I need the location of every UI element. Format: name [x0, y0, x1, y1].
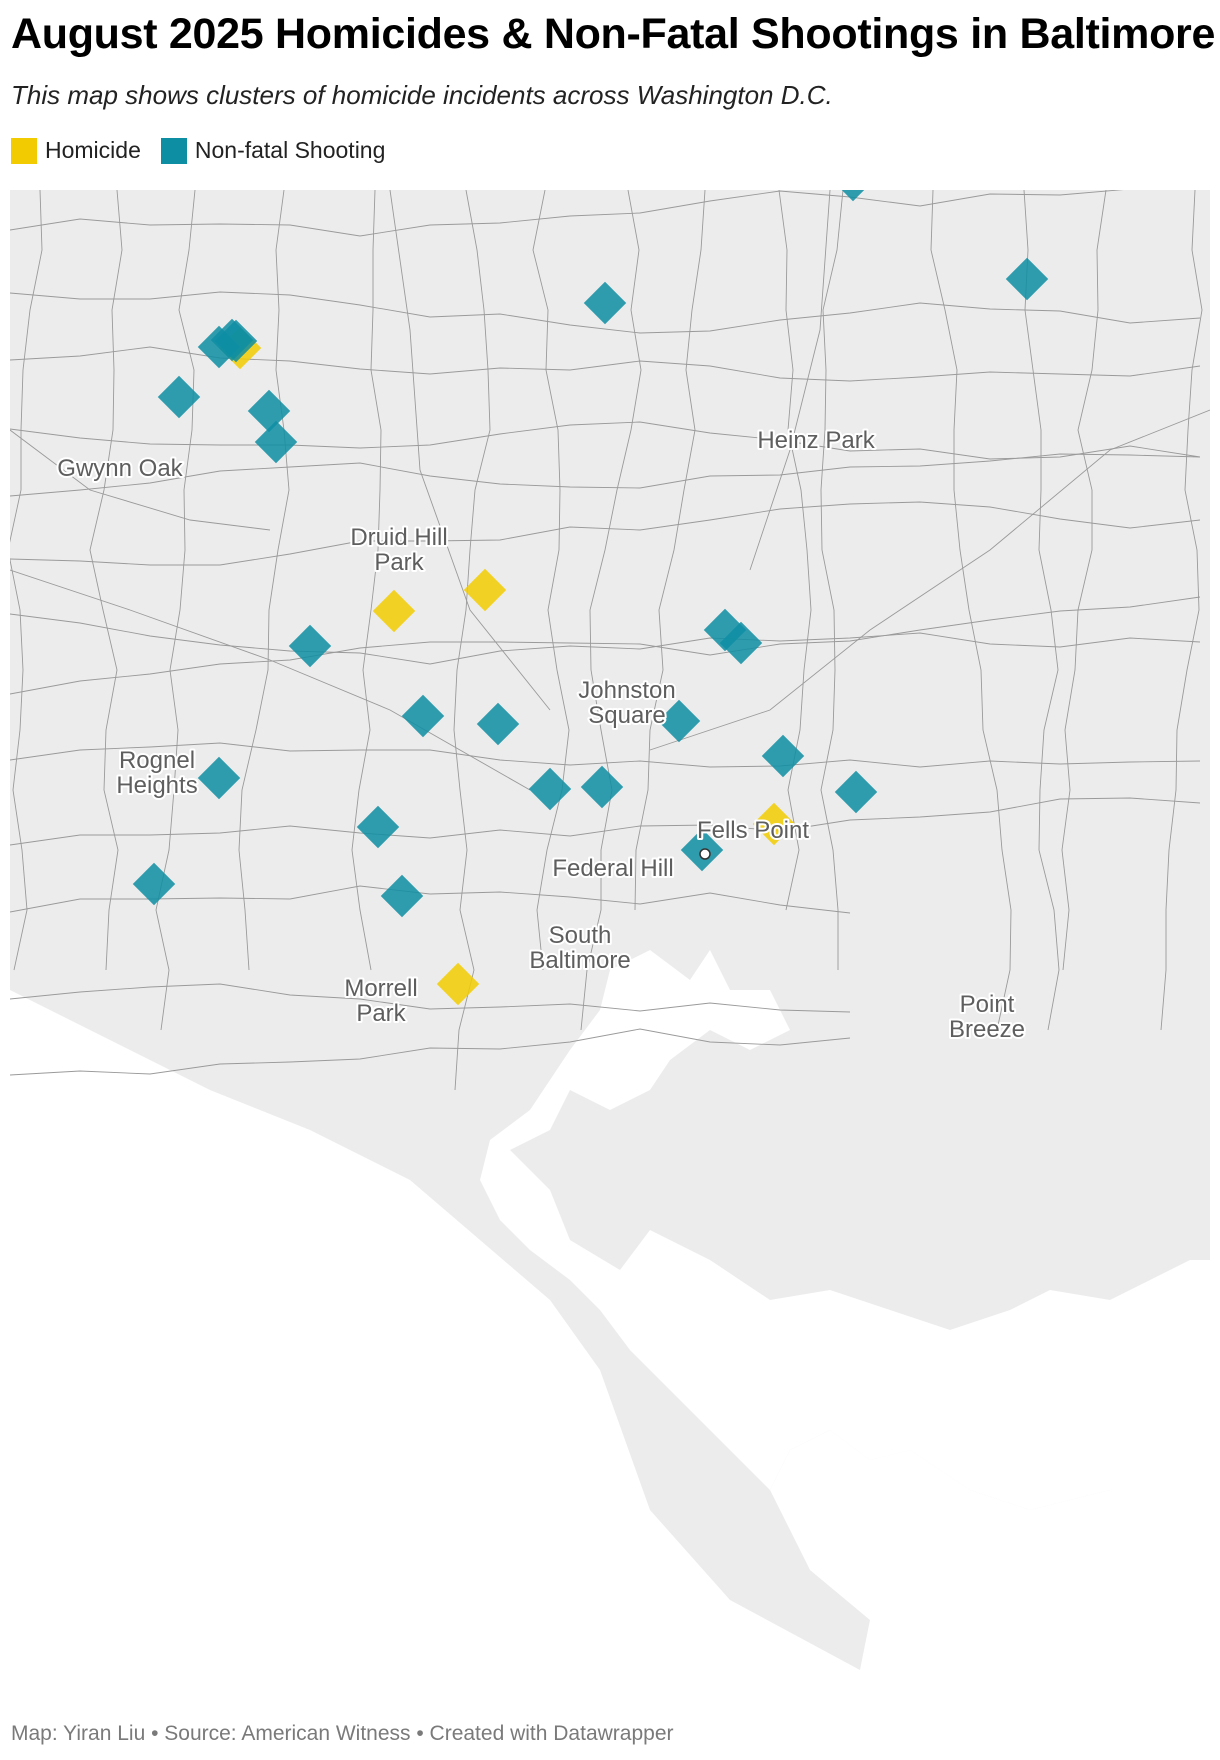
harbor-water — [480, 950, 1210, 1510]
boundary-line — [10, 291, 1201, 334]
boundary-line — [649, 409, 1210, 751]
shooting-marker[interactable] — [254, 420, 298, 464]
boundary-line — [778, 190, 812, 911]
credits-footer: Map: Yiran Liu • Source: American Witnes… — [11, 1722, 674, 1745]
place-label-line: Park — [374, 549, 424, 576]
shooting-swatch — [160, 137, 187, 164]
boundary-line — [10, 569, 531, 791]
place-label-line: Breeze — [949, 1016, 1025, 1043]
place-label-line: Gwynn Oak — [57, 455, 183, 482]
boundary-line — [1023, 190, 1060, 1031]
boundary-line — [10, 190, 43, 971]
place-label-rognel-heights: Rognel Heights — [116, 747, 197, 799]
boundary-line — [580, 190, 642, 1031]
boundary-line — [10, 613, 1201, 665]
place-label-gwynn-oak: Gwynn Oak — [57, 455, 183, 482]
boundary-line — [1160, 190, 1203, 1031]
homicide-swatch — [11, 137, 37, 164]
boundary-line — [389, 190, 551, 711]
boundary-line — [10, 596, 1201, 695]
legend-label-homicide: Homicide — [45, 137, 141, 163]
place-label-fells-point: Fells Point — [697, 817, 809, 844]
boundary-line — [10, 797, 1201, 846]
place-label-line: Park — [356, 1000, 406, 1027]
legend-label-shooting: Non-fatal Shooting — [194, 137, 386, 163]
patapsco-river — [480, 950, 1210, 1510]
neighborhood-boundaries — [10, 190, 1210, 1091]
place-label-line: Morrell — [344, 975, 417, 1002]
boundary-line — [453, 190, 491, 1091]
place-label-line: Federal Hill — [552, 855, 673, 882]
place-label-line: Square — [588, 702, 665, 729]
boundary-line — [820, 190, 844, 970]
place-label-johnston-square: Johnston Square — [578, 677, 675, 729]
place-label-line: Johnston — [578, 677, 675, 704]
place-label-heinz-park: Heinz Park — [757, 427, 875, 454]
shooting-marker[interactable] — [247, 389, 291, 433]
place-label-line: South — [549, 922, 612, 949]
place-label-line: Rognel — [119, 747, 195, 774]
boundary-line — [10, 453, 1201, 497]
place-label-south-baltimore: South Baltimore — [529, 922, 630, 974]
legend: Homicide Non-fatal Shooting — [11, 137, 405, 164]
shooting-marker[interactable] — [157, 375, 201, 419]
place-label-morrell-park: Morrell Park — [344, 975, 417, 1027]
fells-point-pin — [699, 848, 711, 860]
boundary-line — [10, 983, 851, 1013]
legend-item-shooting: Non-fatal Shooting — [160, 137, 386, 164]
place-label-point-breeze: Point Breeze — [949, 991, 1025, 1043]
boundary-line — [10, 742, 1201, 768]
city-land — [10, 190, 1210, 1670]
place-label-druid-hill-park: Druid Hill Park — [350, 524, 447, 576]
place-label-line: Heights — [116, 772, 197, 799]
shooting-marker[interactable] — [214, 319, 258, 363]
place-label-line: Druid Hill — [350, 524, 447, 551]
boundary-line — [634, 190, 706, 911]
page-subtitle: This map shows clusters of homicide inci… — [11, 80, 833, 110]
boundary-line — [89, 190, 123, 971]
place-label-line: Fells Point — [697, 817, 809, 844]
boundary-line — [351, 190, 382, 971]
boundary-line — [10, 501, 1201, 566]
legend-item-homicide: Homicide — [11, 137, 141, 164]
inner-harbor — [600, 990, 660, 1050]
place-label-line: Heinz Park — [757, 427, 875, 454]
land-area — [10, 190, 1210, 1670]
place-label-line: Point — [960, 991, 1015, 1018]
boundary-line — [532, 190, 570, 971]
boundary-line — [10, 190, 1124, 237]
boundary-line — [930, 190, 1012, 1031]
place-label-line: Baltimore — [529, 947, 630, 974]
boundary-line — [10, 421, 1201, 460]
boundary-line — [749, 190, 831, 571]
boundary-line — [238, 190, 290, 971]
page-title: August 2025 Homicides & Non-Fatal Shooti… — [11, 10, 1216, 58]
boundary-line — [10, 429, 271, 531]
boundary-line — [10, 1028, 851, 1076]
boundary-line — [1061, 190, 1107, 971]
place-label-federal-hill: Federal Hill — [552, 855, 673, 882]
